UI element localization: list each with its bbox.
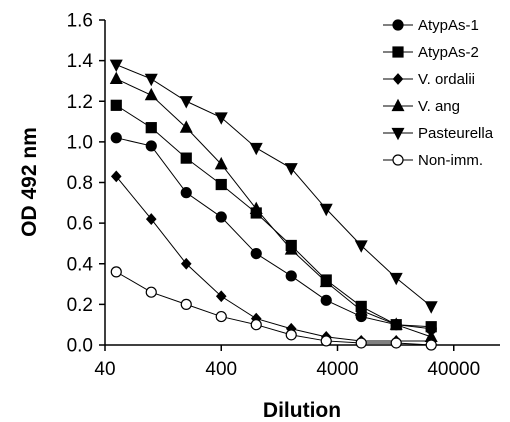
data-point bbox=[179, 96, 193, 109]
data-point bbox=[109, 59, 123, 72]
y-tick-label: 0.2 bbox=[67, 295, 93, 316]
data-point bbox=[215, 211, 227, 223]
data-point bbox=[145, 122, 157, 134]
data-point bbox=[215, 290, 227, 303]
y-tick-label: 1.0 bbox=[67, 132, 93, 153]
data-point bbox=[145, 140, 157, 152]
legend-item: V. ordalii bbox=[383, 71, 475, 88]
series-v-ang bbox=[109, 71, 438, 342]
x-tick-label: 4000 bbox=[316, 359, 358, 380]
y-ticks: 0.0 0.2 0.4 0.6 0.8 1.0 1.2 1.4 1.6 bbox=[67, 11, 105, 357]
data-point bbox=[109, 71, 123, 85]
data-point bbox=[389, 272, 403, 286]
y-tick-label: 0.0 bbox=[67, 336, 93, 357]
data-point bbox=[180, 152, 192, 164]
legend-marker bbox=[391, 98, 405, 112]
data-point bbox=[110, 266, 122, 278]
series-line bbox=[115, 104, 432, 328]
y-tick-label: 1.4 bbox=[67, 51, 94, 72]
data-point bbox=[249, 142, 263, 156]
data-point bbox=[110, 99, 122, 111]
legend-label: AtypAs-2 bbox=[418, 44, 479, 61]
series-line bbox=[116, 137, 432, 330]
legend-item: Pasteurella bbox=[383, 125, 494, 142]
data-point bbox=[319, 274, 333, 288]
series-atypas-1 bbox=[110, 132, 437, 335]
data-point bbox=[389, 317, 403, 330]
legend-marker bbox=[391, 127, 405, 141]
data-point bbox=[180, 257, 192, 270]
data-point bbox=[284, 242, 298, 255]
x-ticks: 40 400 4000 40000 bbox=[94, 345, 480, 380]
legend-item: AtypAs-1 bbox=[383, 17, 479, 34]
data-point bbox=[354, 303, 368, 316]
data-point bbox=[320, 294, 332, 306]
series-pasteurella bbox=[109, 59, 438, 314]
legend-item: AtypAs-2 bbox=[383, 44, 479, 61]
data-point bbox=[180, 298, 192, 310]
series-non-imm- bbox=[110, 266, 437, 351]
series-line bbox=[116, 271, 432, 346]
y-tick-label: 1.6 bbox=[67, 11, 93, 32]
data-point bbox=[110, 132, 122, 144]
data-point bbox=[390, 337, 402, 349]
x-tick-label: 400 bbox=[205, 359, 237, 380]
data-point bbox=[179, 120, 193, 133]
data-point bbox=[145, 213, 157, 225]
y-tick-label: 0.4 bbox=[67, 254, 94, 275]
data-point bbox=[214, 112, 228, 125]
data-point bbox=[250, 247, 262, 260]
data-point bbox=[249, 201, 263, 215]
data-point bbox=[424, 301, 438, 314]
y-tick-label: 0.8 bbox=[67, 173, 93, 194]
legend-marker bbox=[392, 154, 404, 166]
data-point bbox=[320, 335, 332, 347]
y-tick-label: 0.6 bbox=[67, 214, 93, 235]
data-point bbox=[285, 329, 297, 341]
data-point bbox=[145, 286, 157, 298]
data-point bbox=[319, 203, 333, 217]
data-point bbox=[250, 319, 262, 331]
data-point bbox=[355, 337, 367, 349]
legend: AtypAs-1 AtypAs-2 V. ordalii V. ang Pasteure… bbox=[383, 17, 494, 169]
data-point bbox=[214, 156, 228, 170]
legend-marker bbox=[392, 19, 404, 31]
y-tick-label: 1.2 bbox=[67, 92, 93, 113]
x-axis-title: Dilution bbox=[263, 399, 341, 422]
data-point bbox=[180, 187, 192, 199]
data-point bbox=[144, 73, 158, 87]
data-point bbox=[110, 170, 122, 183]
legend-label: Non-imm. bbox=[418, 152, 483, 169]
data-point bbox=[215, 178, 227, 191]
series-atypas-2 bbox=[110, 99, 437, 333]
series-line bbox=[116, 64, 432, 307]
series-line bbox=[116, 78, 432, 338]
x-tick-label: 40000 bbox=[427, 359, 480, 380]
legend-label: Pasteurella bbox=[418, 125, 494, 142]
legend-label: V. ang bbox=[418, 98, 460, 115]
legend-label: V. ordalii bbox=[418, 71, 475, 88]
series-layer bbox=[109, 59, 438, 351]
x-tick-label: 40 bbox=[94, 359, 115, 380]
legend-marker bbox=[392, 46, 404, 58]
data-point bbox=[425, 339, 437, 351]
legend-item: V. ang bbox=[383, 98, 460, 115]
legend-marker bbox=[392, 73, 404, 85]
data-point bbox=[144, 87, 158, 101]
data-point bbox=[284, 163, 298, 176]
y-axis-title: OD 492 nm bbox=[18, 127, 41, 237]
data-point bbox=[215, 310, 227, 323]
legend-item: Non-imm. bbox=[383, 152, 483, 169]
series-line bbox=[115, 176, 432, 342]
legend-label: AtypAs-1 bbox=[418, 17, 479, 34]
data-point bbox=[285, 270, 297, 282]
data-point bbox=[354, 240, 368, 253]
